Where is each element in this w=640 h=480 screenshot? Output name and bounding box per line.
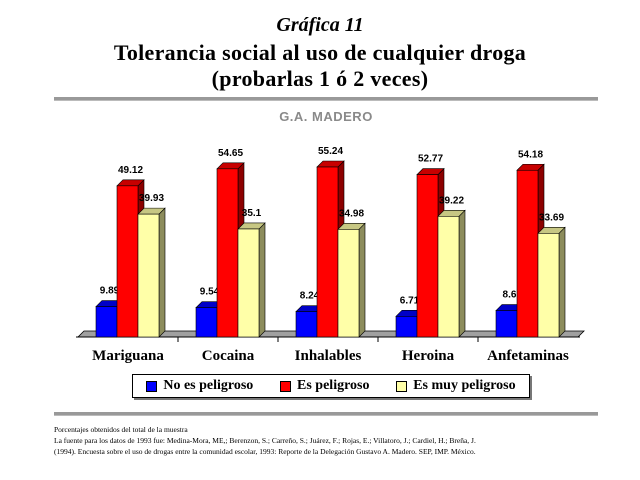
bar-side-es-muy-peligroso-cocaina bbox=[258, 222, 266, 338]
bar-no-es-peligroso-anfetaminas bbox=[495, 310, 518, 338]
legend-label-muy-peligroso: Es muy peligroso bbox=[413, 378, 516, 393]
data-label-es-muy-peligroso-anfetaminas: 33.69 bbox=[539, 212, 564, 223]
footnote-line-1: Porcentajes obtenidos del total de la mu… bbox=[54, 425, 188, 434]
legend-item-peligroso: Es peligroso bbox=[280, 378, 370, 394]
data-label-no-es-peligroso-cocaina: 9.54 bbox=[200, 287, 220, 298]
bar-no-es-peligroso-cocaina bbox=[195, 307, 218, 338]
bar-es-muy-peligroso-anfetaminas bbox=[537, 233, 560, 338]
data-label-no-es-peligroso-mariguana: 9.89 bbox=[100, 286, 120, 297]
top-divider bbox=[54, 97, 598, 101]
bar-side-es-muy-peligroso-inhalables bbox=[358, 222, 366, 338]
legend-item-no-peligroso: No es peligroso bbox=[146, 378, 253, 394]
bar-es-peligroso-mariguana bbox=[116, 185, 139, 338]
bar-es-muy-peligroso-cocaina bbox=[237, 228, 260, 338]
data-label-es-peligroso-inhalables: 55.24 bbox=[318, 146, 343, 157]
legend-label-no-peligroso: No es peligroso bbox=[163, 378, 254, 393]
graph-number: Gráfica 11 bbox=[276, 14, 364, 36]
data-label-es-peligroso-heroina: 52.77 bbox=[418, 154, 443, 165]
data-label-es-muy-peligroso-cocaina: 35.1 bbox=[242, 208, 262, 219]
category-label-mariguana: Mariguana bbox=[92, 348, 164, 364]
bar-no-es-peligroso-inhalables bbox=[295, 311, 318, 338]
data-label-no-es-peligroso-heroina: 6.71 bbox=[400, 295, 420, 306]
chart-title-line-1: Tolerancia social al uso de cualquier dr… bbox=[113, 40, 527, 65]
data-label-es-muy-peligroso-mariguana: 39.93 bbox=[139, 193, 164, 204]
bar-side-es-muy-peligroso-anfetaminas bbox=[558, 226, 566, 338]
data-label-no-es-peligroso-inhalables: 8.24 bbox=[300, 291, 320, 302]
bar-es-peligroso-heroina bbox=[416, 174, 439, 338]
footnote: Porcentajes obtenidos del total de la mu… bbox=[54, 424, 594, 457]
bar-es-peligroso-anfetaminas bbox=[516, 169, 539, 338]
data-label-es-peligroso-cocaina: 54.65 bbox=[218, 148, 243, 159]
bar-es-muy-peligroso-mariguana bbox=[137, 213, 160, 338]
legend-item-muy-peligroso: Es muy peligroso bbox=[396, 378, 516, 394]
category-label-heroina: Heroina bbox=[402, 348, 455, 364]
legend: No es peligroso Es peligroso Es muy peli… bbox=[132, 374, 530, 398]
chart-subtitle: G.A. MADERO bbox=[279, 109, 373, 124]
bar-es-muy-peligroso-heroina bbox=[437, 216, 460, 338]
bar-no-es-peligroso-mariguana bbox=[95, 306, 118, 338]
bar-no-es-peligroso-heroina bbox=[395, 316, 418, 338]
legend-label-peligroso: Es peligroso bbox=[297, 378, 370, 393]
data-label-es-muy-peligroso-heroina: 39.22 bbox=[439, 195, 464, 206]
chart-title-line-2: (probarlas 1 ó 2 veces) bbox=[211, 66, 429, 91]
data-label-es-muy-peligroso-inhalables: 34.98 bbox=[339, 208, 364, 219]
bar-es-peligroso-inhalables bbox=[316, 166, 339, 338]
bottom-divider bbox=[54, 412, 598, 416]
category-label-anfetaminas: Anfetaminas bbox=[487, 348, 569, 364]
bar-es-muy-peligroso-inhalables bbox=[337, 229, 360, 338]
bar-side-es-muy-peligroso-mariguana bbox=[158, 207, 166, 338]
legend-swatch-no-peligroso bbox=[146, 380, 158, 392]
footnote-line-2: La fuente para los datos de 1993 fue: Me… bbox=[54, 436, 476, 445]
bar-es-peligroso-cocaina bbox=[216, 168, 239, 338]
legend-swatch-muy-peligroso bbox=[396, 380, 408, 392]
data-label-es-peligroso-mariguana: 49.12 bbox=[118, 165, 143, 176]
data-label-es-peligroso-anfetaminas: 54.18 bbox=[518, 149, 543, 160]
category-label-cocaina: Cocaina bbox=[202, 348, 255, 364]
legend-swatch-peligroso bbox=[280, 380, 292, 392]
bar-side-es-muy-peligroso-heroina bbox=[458, 209, 466, 338]
data-label-no-es-peligroso-anfetaminas: 8.6 bbox=[503, 290, 517, 301]
footnote-line-3: (1994). Encuesta sobre el uso de drogas … bbox=[54, 447, 476, 456]
category-label-inhalables: Inhalables bbox=[295, 348, 362, 364]
